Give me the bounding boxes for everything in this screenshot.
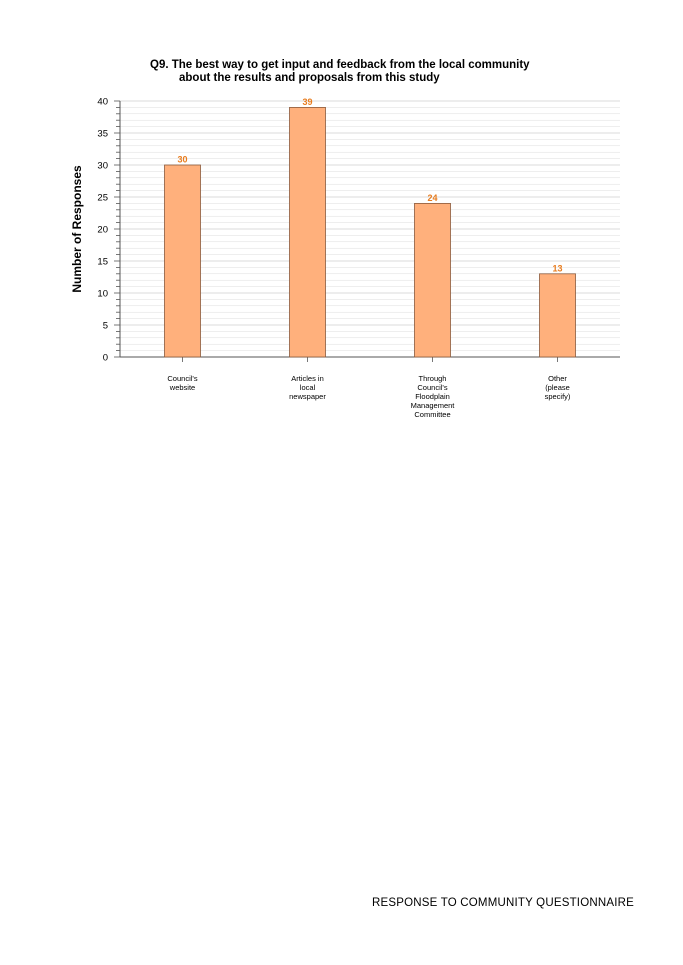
y-tick-label: 10 xyxy=(97,289,108,300)
bar-chart: 051015202530354030Council'swebsite39Arti… xyxy=(70,97,620,420)
x-tick-label: Floodplain xyxy=(415,392,450,401)
y-tick-label: 30 xyxy=(97,161,108,172)
y-tick-label: 0 xyxy=(103,353,108,364)
labels: 051015202530354030Council'swebsite39Arti… xyxy=(97,97,570,420)
bar xyxy=(164,164,201,358)
bars xyxy=(164,107,576,358)
x-tick-label: specify) xyxy=(545,392,571,401)
data-label: 13 xyxy=(552,263,562,273)
y-axis-label: Number of Responses xyxy=(70,165,84,293)
y-tick-label: 20 xyxy=(97,225,108,236)
x-tick-label: Council's xyxy=(167,374,197,383)
y-tick-label: 5 xyxy=(103,321,108,332)
data-label: 39 xyxy=(302,97,312,107)
chart-title-line-1: Q9. The best way to get input and feedba… xyxy=(150,59,530,71)
x-tick-label: Council's xyxy=(417,383,447,392)
data-label: 30 xyxy=(177,155,187,165)
axes xyxy=(114,100,620,362)
x-tick-label: newspaper xyxy=(289,392,326,401)
x-tick-label: Articles in xyxy=(291,374,324,383)
y-tick-label: 40 xyxy=(97,97,108,108)
x-tick-label: Through xyxy=(419,374,447,383)
y-tick-label: 15 xyxy=(97,257,108,268)
y-tick-label: 35 xyxy=(97,129,108,140)
x-tick-label: Other xyxy=(548,374,567,383)
page-footer: RESPONSE TO COMMUNITY QUESTIONNAIRE xyxy=(372,897,634,909)
grid-lines xyxy=(120,100,620,351)
bar xyxy=(414,202,451,358)
x-tick-label: Committee xyxy=(414,410,450,419)
y-tick-label: 25 xyxy=(97,193,108,204)
x-tick-label: Management xyxy=(411,401,456,410)
bar xyxy=(539,273,576,358)
data-label: 24 xyxy=(427,193,437,203)
x-tick-label: (please xyxy=(545,383,570,392)
bar xyxy=(289,107,326,358)
x-tick-label: website xyxy=(169,383,195,392)
chart-title: Q9. The best way to get input and feedba… xyxy=(150,59,540,85)
x-tick-label: local xyxy=(300,383,316,392)
chart-title-line-2: about the results and proposals from thi… xyxy=(179,72,440,84)
